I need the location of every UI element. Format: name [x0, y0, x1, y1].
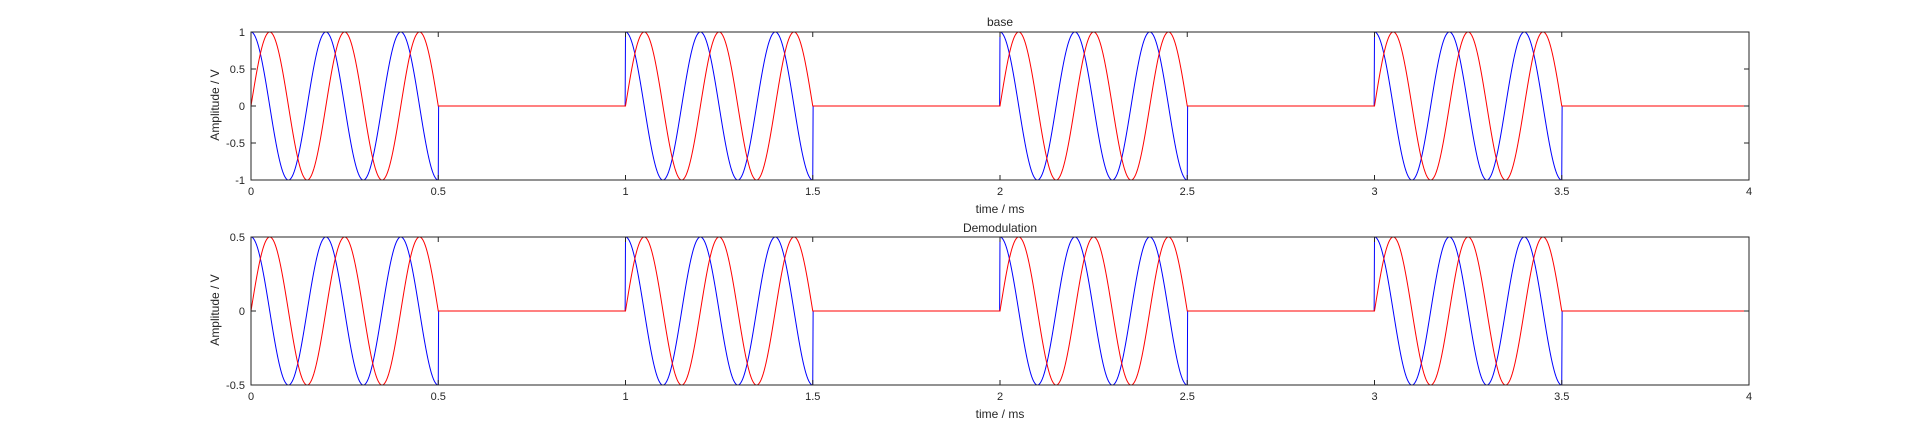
x-tick-label: 1: [622, 186, 628, 198]
x-tick-label: 0.5: [431, 391, 446, 403]
series-line-sin: [250, 31, 1749, 181]
x-tick-label: 3.5: [1554, 391, 1569, 403]
x-tick-label: 0: [248, 391, 254, 403]
x-tick-label: 2: [997, 391, 1003, 403]
y-tick-label: 1: [239, 27, 245, 39]
x-tick-label: 1.5: [805, 186, 820, 198]
y-axis-label: Amplitude / V: [208, 69, 222, 140]
x-tick-label: 2: [997, 186, 1003, 198]
x-tick-label: 1.5: [805, 391, 820, 403]
chart-base: base time / ms Amplitude / V 0 0.5 1 1.5 2 2.…: [208, 15, 1752, 216]
x-tick-label: 2.5: [1180, 186, 1195, 198]
y-tick-label: 0: [239, 306, 245, 318]
x-tick-label: 0: [248, 186, 254, 198]
y-tick-label: -1: [235, 175, 245, 187]
x-tick-label: 2.5: [1180, 391, 1195, 403]
x-tick-label: 3: [1371, 391, 1377, 403]
y-tick-label: -0.5: [226, 138, 245, 150]
chart-title: base: [987, 15, 1013, 29]
x-tick-label: 4: [1746, 391, 1752, 403]
x-tick-label: 0.5: [431, 186, 446, 198]
y-tick-label: 0.5: [230, 64, 245, 76]
chart-demodulation: Demodulation time / ms Amplitude / V 0 0.…: [208, 221, 1752, 421]
x-tick-label: 3.5: [1554, 186, 1569, 198]
x-axis-label: time / ms: [976, 407, 1025, 421]
x-tick-label: 3: [1371, 186, 1377, 198]
y-tick-label: -0.5: [226, 380, 245, 392]
x-axis-label: time / ms: [976, 202, 1025, 216]
y-tick-label: 0.5: [230, 232, 245, 244]
y-tick-label: 0: [239, 101, 245, 113]
y-axis-label: Amplitude / V: [208, 274, 222, 345]
x-tick-label: 4: [1746, 186, 1752, 198]
x-tick-label: 1: [622, 391, 628, 403]
chart-title: Demodulation: [963, 221, 1037, 235]
series-line-sin: [250, 236, 1749, 386]
